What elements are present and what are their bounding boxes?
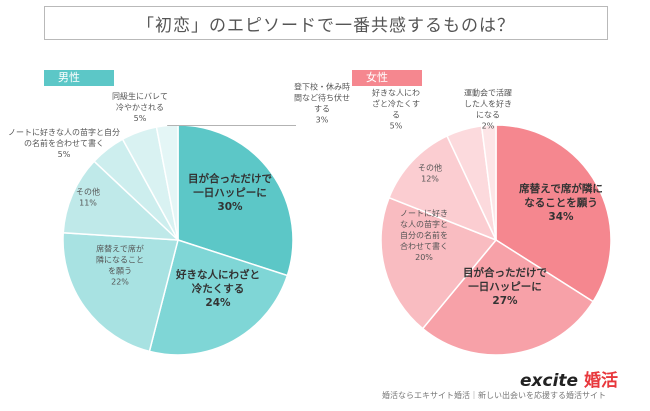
excite-logo: excite 婚活 bbox=[520, 366, 618, 391]
male-slice-1 bbox=[148, 239, 289, 356]
female-slice-3 bbox=[388, 134, 498, 242]
logo-text: excite bbox=[520, 371, 579, 391]
male-slice-3 bbox=[62, 160, 181, 241]
female-badge: 女性 bbox=[352, 70, 422, 86]
male-slice-6 bbox=[155, 124, 179, 241]
male-slice-label-4: ノートに好きな人の苗字と自分の名前を合わせて書く 5% bbox=[8, 127, 120, 159]
female-slice-1 bbox=[421, 239, 595, 356]
footer-text: 婚活ならエキサイト婚活｜新しい出会いを応援する婚活サイト bbox=[382, 391, 606, 400]
male-slice-0 bbox=[177, 124, 294, 277]
chart-title: 「初恋」のエピソードで一番共感するものは？ bbox=[44, 6, 608, 40]
male-slice-label-1: 好きな人にわざと冷たくする 24% bbox=[175, 268, 260, 309]
female-slice-label-2: ノートに好きな人の苗字と自分の名前を合わせて書く 20% bbox=[400, 208, 448, 262]
male-slice-label-3: その他 11% bbox=[76, 187, 100, 208]
female-slice-2 bbox=[380, 196, 498, 330]
male-slice-label-5: 同級生にバレて冷やかされる 5% bbox=[112, 91, 168, 123]
female-slice-5 bbox=[480, 124, 497, 241]
female-slice-label-0: 席替えで席が隣になることを願う 34% bbox=[519, 182, 603, 223]
male-badge: 男性 bbox=[44, 70, 114, 86]
female-slice-label-1: 目が合っただけで一日ハッピーに 27% bbox=[463, 266, 547, 307]
female-slice-label-4: 好きな人にわざと冷たくする 5% bbox=[372, 88, 420, 131]
female-slice-label-5: 運動会で活躍した人を好きになる 2% bbox=[464, 88, 512, 131]
male-slice-2 bbox=[62, 231, 179, 353]
male-pie bbox=[62, 124, 294, 356]
female-slice-label-3: その他 12% bbox=[418, 163, 442, 184]
male-slice-label-6: 登下校・休み時間など待ち伏せする 3% bbox=[294, 82, 350, 125]
male-slice-label-0: 目が合っただけで一日ハッピーに 30% bbox=[188, 172, 272, 213]
male-slice-label-2: 席替えで席が隣になることを願う 22% bbox=[96, 244, 144, 287]
female-pie bbox=[380, 124, 612, 356]
logo-accent: 婚活 bbox=[583, 371, 618, 391]
